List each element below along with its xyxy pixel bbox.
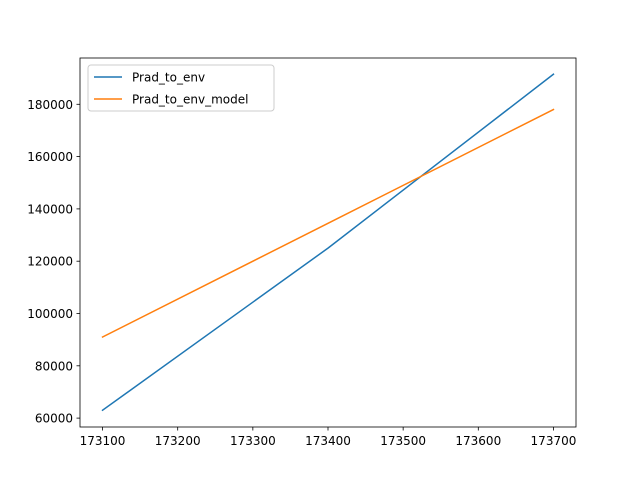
series-layer xyxy=(101,73,555,412)
y-tick-label: 180000 xyxy=(27,98,73,112)
series-line-prad-to-env-model xyxy=(101,108,555,339)
legend-label: Prad_to_env xyxy=(132,71,205,85)
y-tick-label: 160000 xyxy=(27,150,73,164)
x-tick-label: 173200 xyxy=(155,434,201,448)
axes-layer: 173100 173200 173300 173400 173500 173600 1737… xyxy=(27,57,577,448)
y-tick-label: 60000 xyxy=(35,412,73,426)
x-tick-label: 173300 xyxy=(230,434,276,448)
legend-label: Prad_to_env_model xyxy=(132,93,248,107)
x-tick-label: 173600 xyxy=(455,434,501,448)
x-tick-label: 173500 xyxy=(380,434,426,448)
y-tick-label: 140000 xyxy=(27,202,73,216)
y-tick-label: 100000 xyxy=(27,307,73,321)
legend-box xyxy=(87,64,275,112)
x-tick-label: 173700 xyxy=(531,434,577,448)
x-tick-label: 173400 xyxy=(305,434,351,448)
plot-area xyxy=(80,58,576,427)
y-tick-label: 80000 xyxy=(35,359,73,373)
y-tick-label: 120000 xyxy=(27,255,73,269)
series-line-prad-to-env xyxy=(101,73,555,412)
x-tick-label: 173100 xyxy=(80,434,126,448)
legend: Prad_to_env Prad_to_env_model xyxy=(87,64,275,112)
